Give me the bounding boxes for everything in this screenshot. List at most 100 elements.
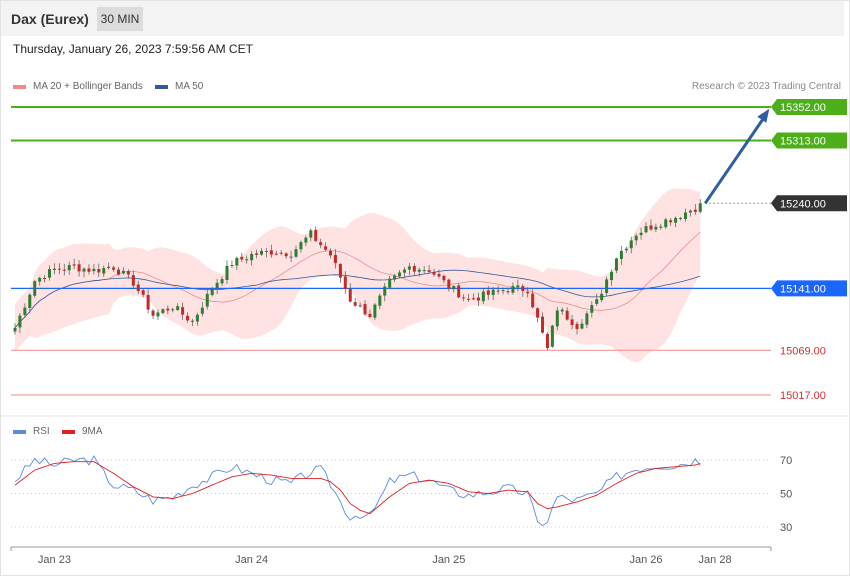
- candle-body: [102, 268, 106, 274]
- candle-body: [417, 269, 421, 272]
- candle-body: [264, 250, 268, 252]
- candle-body: [693, 209, 697, 212]
- price-tags: 15352.00 15313.00 15240.00 15141.00 15069.00…: [771, 99, 847, 402]
- candle-body: [195, 314, 199, 322]
- candle-body: [422, 270, 426, 272]
- candle-body: [388, 278, 392, 288]
- candle-body: [368, 313, 372, 318]
- candle-body: [289, 256, 293, 258]
- legend-rsi-ma: 9MA: [62, 426, 103, 437]
- candle-body: [550, 325, 554, 347]
- candle-body: [447, 279, 451, 289]
- candle-body: [156, 312, 160, 317]
- rsi-ma-label: 9MA: [82, 426, 103, 437]
- candle-body: [683, 212, 687, 220]
- bollinger-bands: [15, 188, 701, 363]
- level-tag-text: 15352.00: [780, 102, 826, 114]
- candle-body: [555, 310, 559, 327]
- candle-body: [565, 310, 569, 320]
- candle-body: [38, 277, 42, 282]
- rsi-pane: 70 50 30: [11, 455, 792, 534]
- projection-arrow: [703, 108, 770, 205]
- candle-body: [338, 263, 342, 278]
- candle-body: [595, 299, 599, 304]
- candle-body: [575, 323, 579, 329]
- candle-body: [649, 225, 653, 230]
- arrow-head: [757, 108, 770, 123]
- candle-body: [87, 268, 91, 272]
- candle-body: [659, 226, 663, 228]
- candle-body: [319, 242, 323, 246]
- candle-body: [358, 305, 362, 307]
- candle-body: [654, 226, 658, 230]
- timeframe-badge[interactable]: 30 MIN: [97, 7, 143, 31]
- level-tag-text: 15141.00: [780, 283, 826, 295]
- candle-body: [18, 315, 22, 328]
- candle-body: [442, 275, 446, 281]
- candle-body: [432, 271, 436, 275]
- candle-body: [407, 266, 411, 270]
- candle-body: [309, 230, 313, 238]
- candle-body: [590, 305, 594, 313]
- candle-body: [97, 269, 101, 273]
- candle-body: [190, 320, 194, 322]
- bollinger-band-fill: [15, 188, 701, 363]
- candle-body: [205, 293, 209, 307]
- rsi-ma-line: [14, 461, 701, 515]
- candle-body: [141, 290, 145, 295]
- candle-body: [664, 219, 668, 228]
- level-tag-text: 15069.00: [780, 345, 826, 357]
- candle-body: [121, 270, 125, 274]
- candle-body: [235, 258, 239, 266]
- chart-header: Dax (Eurex) 30 MIN: [1, 1, 844, 36]
- candle-body: [674, 217, 678, 223]
- candle-body: [437, 273, 441, 277]
- candle-body: [688, 210, 692, 213]
- candle-body: [28, 294, 32, 308]
- candle-body: [48, 269, 52, 278]
- candle-body: [541, 316, 545, 333]
- candle-body: [496, 290, 500, 292]
- candle-body: [161, 309, 165, 313]
- candle-body: [92, 268, 96, 272]
- candle-body: [62, 269, 66, 271]
- legend-rsi: RSI: [13, 426, 50, 437]
- time-tick-label: Jan 24: [235, 554, 268, 566]
- ma50-label: MA 50: [175, 81, 204, 92]
- candle-body: [619, 250, 623, 259]
- candle-body: [545, 333, 549, 349]
- candle-body: [462, 297, 466, 299]
- candle-body: [516, 285, 520, 288]
- candle-body: [383, 286, 387, 296]
- level-tag-box: [771, 99, 847, 115]
- candle-body: [471, 298, 475, 300]
- candle-body: [526, 291, 530, 294]
- candle-body: [43, 277, 47, 279]
- candle-body: [412, 265, 416, 272]
- candle-body: [536, 308, 540, 318]
- candle-body: [77, 264, 81, 272]
- candle-body: [72, 264, 76, 266]
- candle-body: [333, 254, 337, 264]
- candle-body: [560, 309, 564, 312]
- candle-body: [343, 276, 347, 289]
- level-tag-box: [771, 132, 847, 149]
- candle-body: [614, 258, 618, 271]
- candle-body: [33, 281, 37, 296]
- candle-body: [240, 256, 244, 260]
- level-tag-box: [771, 280, 847, 297]
- candle-body: [181, 307, 185, 315]
- candles: [13, 199, 702, 351]
- candle-body: [304, 237, 308, 243]
- candle-body: [348, 288, 352, 302]
- price-levels: [11, 106, 771, 396]
- candle-body: [600, 293, 604, 301]
- candle-body: [279, 252, 283, 254]
- candle-body: [131, 275, 135, 286]
- candle-body: [644, 226, 648, 233]
- ma20-swatch: [13, 84, 26, 89]
- candle-body: [52, 268, 56, 270]
- candle-body: [501, 290, 505, 292]
- candle-body: [269, 250, 273, 255]
- candle-body: [639, 232, 643, 236]
